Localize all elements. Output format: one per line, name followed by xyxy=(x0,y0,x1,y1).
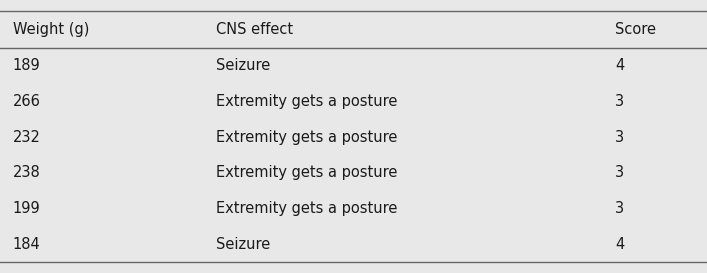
Text: 199: 199 xyxy=(13,201,40,216)
Text: Score: Score xyxy=(615,22,656,37)
Text: 266: 266 xyxy=(13,94,40,109)
Text: Seizure: Seizure xyxy=(216,237,270,252)
Text: 4: 4 xyxy=(615,58,624,73)
Text: 238: 238 xyxy=(13,165,40,180)
Text: Weight (g): Weight (g) xyxy=(13,22,89,37)
Text: 232: 232 xyxy=(13,130,40,145)
Text: Extremity gets a posture: Extremity gets a posture xyxy=(216,201,397,216)
Text: 3: 3 xyxy=(615,165,624,180)
Text: CNS effect: CNS effect xyxy=(216,22,293,37)
Text: 184: 184 xyxy=(13,237,40,252)
Text: Extremity gets a posture: Extremity gets a posture xyxy=(216,94,397,109)
Text: Extremity gets a posture: Extremity gets a posture xyxy=(216,165,397,180)
Text: 3: 3 xyxy=(615,94,624,109)
Text: 189: 189 xyxy=(13,58,40,73)
Text: 4: 4 xyxy=(615,237,624,252)
Text: Extremity gets a posture: Extremity gets a posture xyxy=(216,130,397,145)
Text: 3: 3 xyxy=(615,201,624,216)
Text: Seizure: Seizure xyxy=(216,58,270,73)
Text: 3: 3 xyxy=(615,130,624,145)
